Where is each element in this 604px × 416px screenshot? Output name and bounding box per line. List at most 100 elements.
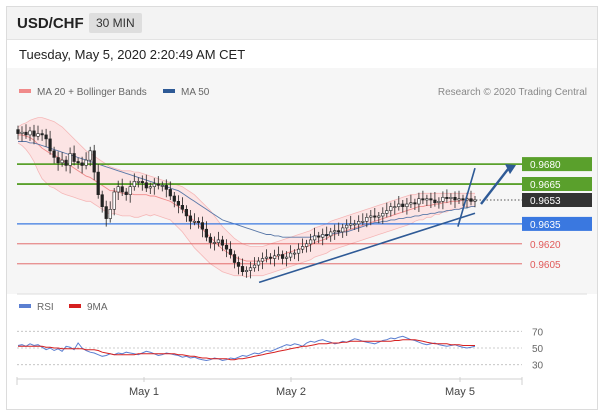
candle (196, 217, 201, 229)
candle (268, 253, 273, 265)
candle (292, 249, 297, 260)
candle (417, 192, 421, 212)
candle (76, 157, 80, 169)
candle (212, 236, 217, 251)
candle (457, 190, 461, 204)
candle (401, 200, 405, 213)
candle (20, 126, 24, 142)
candle (100, 190, 104, 213)
level-label: 0.9605 (530, 260, 561, 271)
candle (393, 200, 397, 215)
candle (140, 175, 144, 191)
candle (349, 215, 353, 230)
svg-text:0.9680: 0.9680 (530, 160, 561, 171)
x-axis: May 1 May 2 May 5 (16, 377, 523, 398)
x-tick-label: May 1 (129, 386, 159, 398)
candle (128, 180, 132, 203)
rsi-tick-label: 30 (532, 361, 544, 372)
research-credit: Research © 2020 Trading Central (438, 87, 587, 98)
ma9-swatch (69, 304, 81, 308)
candle (357, 215, 361, 232)
level-label: 0.9680 (522, 157, 592, 172)
candle (449, 193, 453, 205)
candle (156, 176, 160, 190)
candle (409, 194, 413, 208)
candle (68, 147, 72, 174)
chart-card: USD/CHF 30 MIN Tuesday, May 5, 2020 2:20… (6, 6, 598, 410)
candle (397, 196, 401, 211)
candle (108, 201, 112, 223)
candle (148, 182, 152, 194)
candle (329, 227, 333, 242)
candle (312, 227, 317, 244)
candle (60, 152, 64, 167)
symbol-label: USD/CHF (17, 15, 84, 32)
rsi-panel: 70 50 30 (17, 327, 544, 372)
candle (16, 125, 20, 140)
candle (228, 241, 233, 259)
candle (296, 243, 301, 262)
candle (353, 219, 357, 230)
rsi-tick-label: 70 (532, 327, 544, 338)
candle (256, 257, 261, 272)
ma50-swatch (163, 89, 175, 93)
candle (64, 156, 68, 172)
candle (240, 258, 245, 276)
candle (132, 173, 136, 191)
channel-lower-line (258, 212, 476, 284)
candle (304, 239, 309, 253)
candle (276, 246, 281, 260)
candle (232, 250, 237, 269)
candle (469, 190, 473, 206)
candle (284, 251, 289, 267)
rsi-swatch (19, 304, 31, 308)
candle (88, 146, 92, 167)
candle (36, 125, 40, 141)
candle (280, 250, 285, 265)
candle (136, 177, 140, 188)
candle (72, 145, 76, 166)
timestamp: Tuesday, May 5, 2020 2:20:49 AM CET (19, 47, 246, 62)
candle (28, 126, 32, 141)
x-tick-label: May 5 (445, 386, 475, 398)
candle (413, 198, 417, 210)
ma20-swatch (19, 89, 31, 93)
candle (473, 196, 477, 208)
candle (405, 198, 409, 215)
candle (160, 181, 164, 192)
channel-upper-line (457, 167, 476, 227)
candle (204, 221, 209, 242)
candle (144, 174, 148, 192)
candle (288, 245, 293, 262)
candle (333, 224, 337, 240)
candle (120, 178, 124, 196)
candle (48, 130, 52, 155)
candle (184, 205, 189, 222)
candle (236, 256, 241, 275)
candle (216, 231, 221, 247)
rsi-tick-label: 50 (532, 344, 544, 355)
candle (220, 235, 225, 252)
candle (385, 202, 389, 218)
candle (52, 146, 56, 164)
candle (429, 192, 433, 208)
candle (441, 191, 445, 210)
candle (461, 194, 465, 206)
candle (248, 261, 253, 279)
rsi-legend: RSI 9MA (19, 302, 108, 313)
timeframe-badge[interactable]: 30 MIN (89, 13, 142, 33)
candle (272, 249, 277, 267)
candle (224, 239, 229, 258)
candle (168, 181, 172, 200)
candle (56, 151, 60, 171)
level-label: 0.9665 (522, 177, 592, 191)
candle (164, 179, 168, 198)
candle (92, 144, 96, 181)
projection-arrow-head (505, 164, 516, 175)
candle (453, 191, 457, 208)
candle (433, 192, 437, 207)
candle (32, 124, 36, 145)
candle (381, 207, 385, 224)
candle (40, 129, 44, 141)
svg-text:0.9635: 0.9635 (530, 220, 561, 231)
